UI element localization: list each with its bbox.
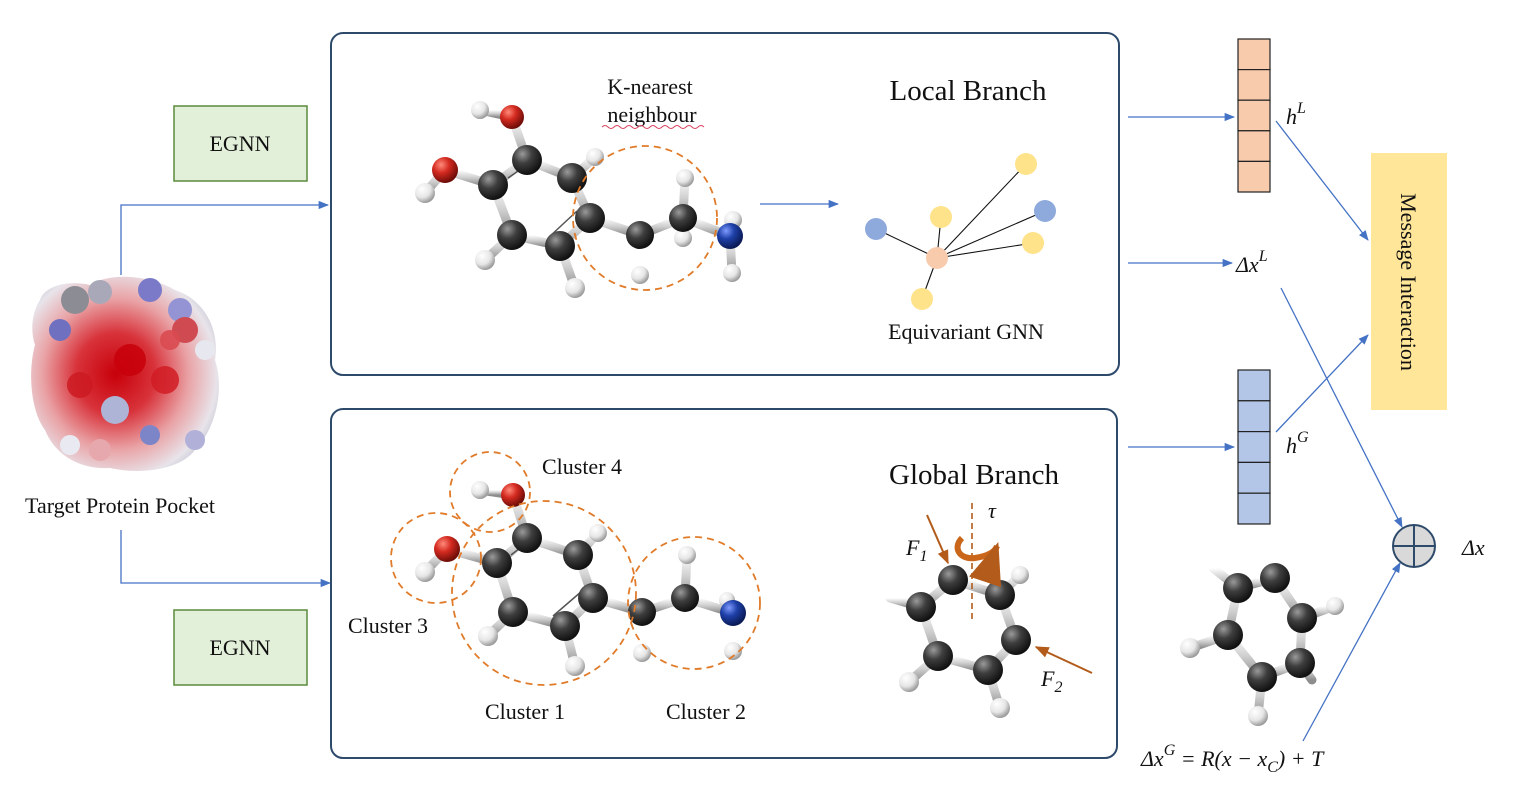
dxG-sup: G <box>1164 742 1176 759</box>
hG-base: h <box>1286 433 1297 458</box>
egnn-label-bottom: EGNN <box>209 635 270 660</box>
spellcheck-underline <box>601 125 705 129</box>
equivariant-gnn-graph <box>865 153 1056 310</box>
sum-operator <box>1392 524 1436 568</box>
dxL-base: Δx <box>1235 252 1259 277</box>
f1-sub: 1 <box>919 548 927 565</box>
protein-to-local-arrow <box>120 200 330 275</box>
knn-label-line1: K-nearest <box>607 74 693 99</box>
rigid-ring-with-forces <box>885 503 1093 718</box>
hL-base: h <box>1286 104 1297 129</box>
message-interaction-label: Message Interaction <box>1396 193 1421 371</box>
egnn-box-top <box>173 105 308 182</box>
cluster4-circle <box>449 451 531 533</box>
transformed-ring <box>1180 563 1344 726</box>
protein-pocket-image <box>31 276 219 471</box>
cluster1-circle <box>451 500 637 686</box>
equivariant-gnn-label: Equivariant GNN <box>888 319 1044 344</box>
knn-label-line2: neighbour <box>607 102 697 127</box>
f2-sub: 2 <box>1054 679 1062 696</box>
dxG-rhs: = R(x − x <box>1175 746 1267 771</box>
hL-sup: L <box>1296 100 1306 117</box>
hG-vector <box>1237 369 1271 525</box>
local-molecule <box>415 101 743 298</box>
dxL-to-sum-arrow <box>1280 287 1403 528</box>
cluster2-label: Cluster 2 <box>666 699 746 724</box>
dxG-base: Δx <box>1140 746 1164 771</box>
f2-base: F <box>1040 666 1055 691</box>
message-interaction-box <box>1371 153 1447 410</box>
dxL-label: ΔxL <box>1235 248 1268 277</box>
hL-to-message-arrow <box>1275 120 1369 241</box>
dxG-equation: ΔxG = R(x − xC) + T <box>1140 742 1325 776</box>
protein-to-global-arrow <box>120 530 332 588</box>
hL-vector <box>1237 38 1271 193</box>
hG-label: hG <box>1286 429 1309 458</box>
dx-label: Δx <box>1461 535 1485 560</box>
dxG-end: ) + T <box>1276 746 1325 771</box>
f1-base: F <box>905 535 920 560</box>
cluster1-label: Cluster 1 <box>485 699 565 724</box>
knn-dashed-circle <box>572 145 718 291</box>
cluster4-label: Cluster 4 <box>542 454 622 479</box>
target-protein-label: Target Protein Pocket <box>25 493 215 518</box>
cluster3-circle <box>390 512 482 604</box>
hG-sup: G <box>1297 429 1309 446</box>
cluster3-label: Cluster 3 <box>348 613 428 638</box>
global-branch-title: Global Branch <box>889 459 1059 491</box>
global-molecule <box>415 481 746 676</box>
local-branch-title: Local Branch <box>889 75 1047 107</box>
f2-label: F2 <box>1040 666 1062 696</box>
dxG-to-sum-arrow <box>1302 562 1401 742</box>
hG-to-message-arrow <box>1275 334 1369 433</box>
dxL-sup: L <box>1258 248 1268 265</box>
tau-label: τ <box>988 498 997 523</box>
egnn-box-bottom <box>173 609 308 686</box>
f1-label: F1 <box>905 535 927 565</box>
hL-label: hL <box>1286 100 1306 129</box>
dxG-sub: C <box>1267 759 1278 776</box>
cluster2-circle <box>627 536 761 670</box>
egnn-label-top: EGNN <box>209 131 270 156</box>
